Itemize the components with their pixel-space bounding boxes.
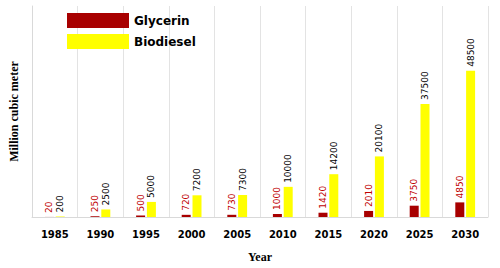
svg-text:Year: Year bbox=[248, 250, 273, 264]
svg-text:48500: 48500 bbox=[466, 38, 476, 67]
svg-text:37500: 37500 bbox=[420, 71, 430, 100]
svg-text:2015: 2015 bbox=[314, 229, 342, 240]
svg-text:5000: 5000 bbox=[146, 175, 156, 198]
svg-text:7300: 7300 bbox=[238, 168, 248, 191]
svg-text:2030: 2030 bbox=[451, 229, 479, 240]
svg-text:2500: 2500 bbox=[101, 182, 111, 205]
svg-text:7200: 7200 bbox=[192, 168, 202, 191]
svg-text:20: 20 bbox=[44, 201, 54, 213]
svg-text:1985: 1985 bbox=[41, 229, 69, 240]
svg-text:1000: 1000 bbox=[272, 187, 282, 210]
svg-text:2000: 2000 bbox=[178, 229, 206, 240]
svg-text:3750: 3750 bbox=[409, 179, 419, 202]
svg-text:1420: 1420 bbox=[318, 186, 328, 209]
svg-text:Glycerin: Glycerin bbox=[134, 14, 190, 28]
svg-text:2005: 2005 bbox=[223, 229, 251, 240]
svg-text:500: 500 bbox=[136, 194, 146, 211]
svg-text:1990: 1990 bbox=[86, 229, 114, 240]
svg-text:2010: 2010 bbox=[269, 229, 297, 240]
svg-text:Biodiesel: Biodiesel bbox=[134, 35, 196, 49]
svg-text:Million cubic meter: Million cubic meter bbox=[7, 61, 21, 162]
svg-text:2010: 2010 bbox=[364, 184, 374, 207]
svg-text:4850: 4850 bbox=[455, 175, 465, 198]
svg-text:730: 730 bbox=[227, 193, 237, 210]
svg-text:14200: 14200 bbox=[329, 141, 339, 170]
svg-text:2025: 2025 bbox=[406, 229, 434, 240]
svg-text:20100: 20100 bbox=[374, 124, 384, 153]
svg-text:200: 200 bbox=[55, 195, 65, 212]
svg-text:10000: 10000 bbox=[283, 154, 293, 183]
svg-text:720: 720 bbox=[181, 193, 191, 210]
svg-text:2020: 2020 bbox=[360, 229, 388, 240]
svg-text:250: 250 bbox=[90, 195, 100, 212]
svg-text:1995: 1995 bbox=[132, 229, 160, 240]
